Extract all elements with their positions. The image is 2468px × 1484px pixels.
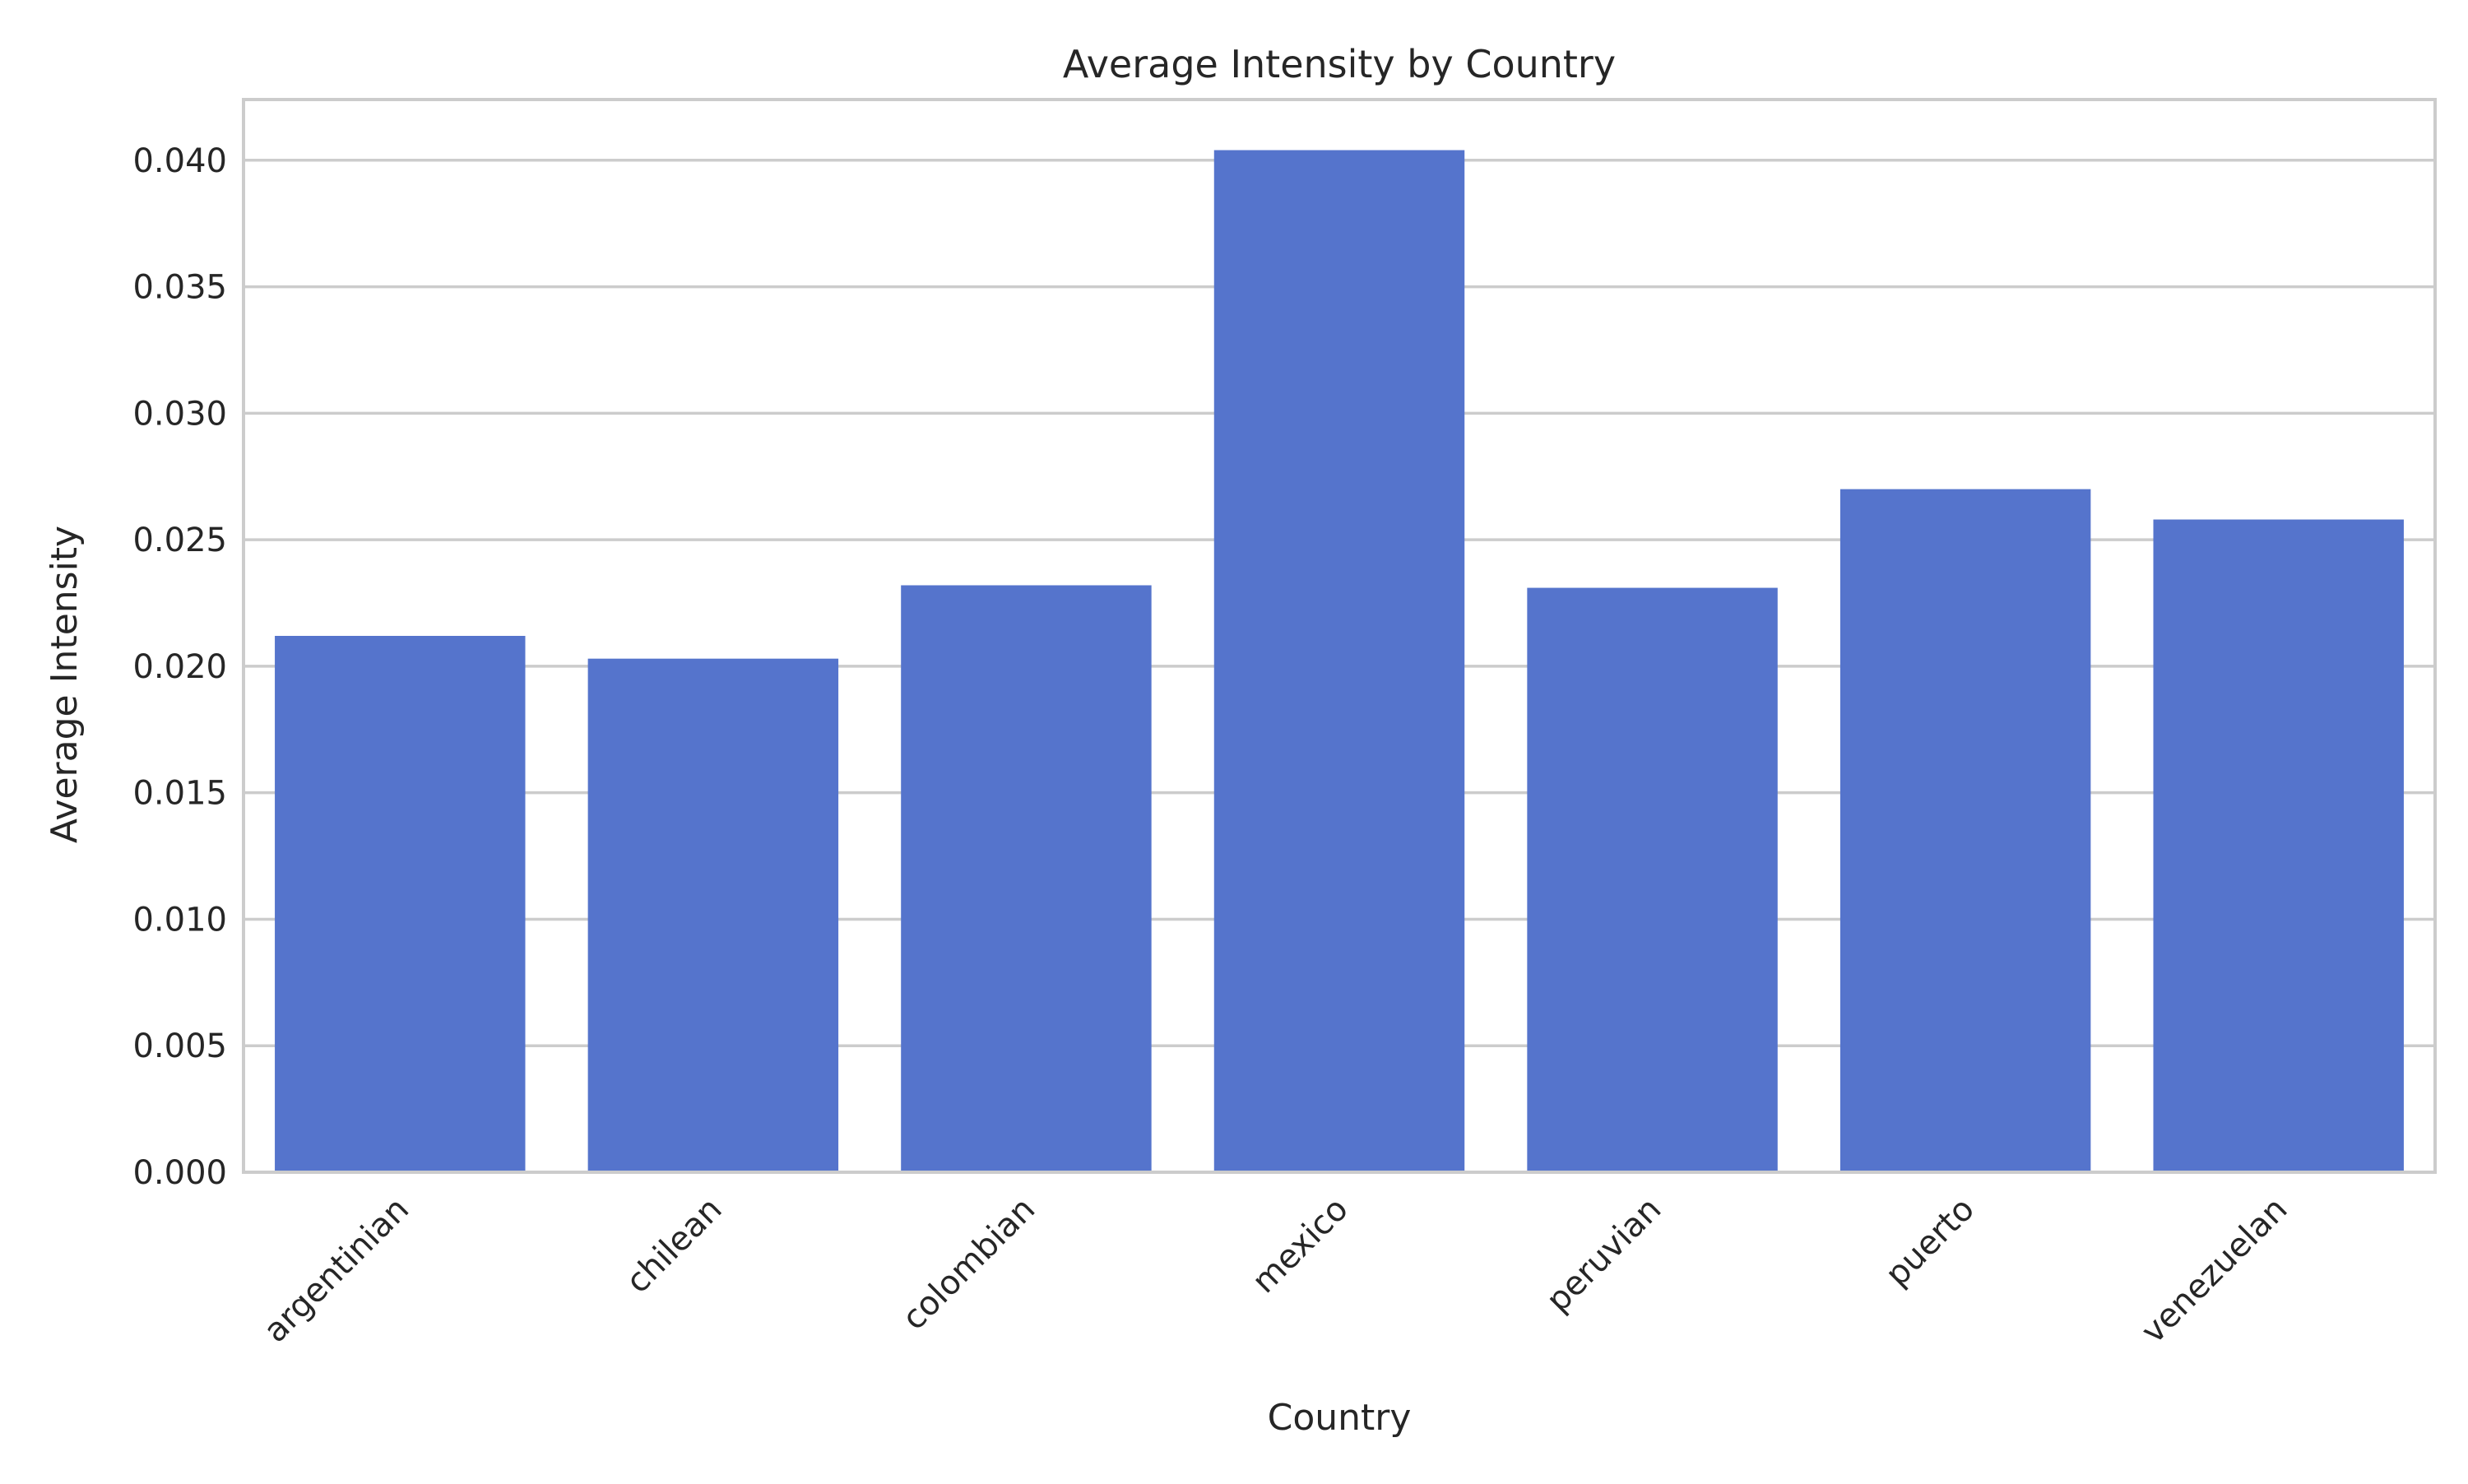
y-tick-label: 0.030 [132,395,227,433]
y-tick-label: 0.040 [132,142,227,180]
x-tick-labels: argentinian chilean colombian mexico peruvia… [257,1190,2295,1351]
x-tick-label-puerto: puerto [1878,1190,1982,1294]
y-tick-label: 0.010 [132,901,227,939]
x-tick-label-chilean: chilean [619,1190,729,1301]
y-tick-label: 0.000 [132,1154,227,1192]
bar-argentinian [275,636,526,1172]
y-tick-label: 0.025 [132,522,227,559]
y-tick-labels: 0.000 0.005 0.010 0.015 0.020 0.025 0.030 0.035… [132,142,227,1192]
bar-colombian [901,585,1152,1172]
x-axis-title: Country [1268,1397,1412,1439]
y-tick-label: 0.005 [132,1027,227,1065]
x-tick-label-colombian: colombian [895,1190,1042,1338]
chart-title: Average Intensity by Country [1063,42,1616,86]
bars [275,150,2404,1173]
x-tick-label-peruvian: peruvian [1539,1190,1668,1319]
x-tick-label-venezuelan: venezuelan [2134,1190,2294,1351]
x-tick-label-argentinian: argentinian [257,1190,416,1350]
bar-mexico [1213,150,1465,1173]
plot-frame [242,98,2437,1174]
bar-peruvian [1527,587,1778,1172]
y-tick-label: 0.020 [132,648,227,686]
bar-puerto [1839,489,2091,1172]
x-tick-label-mexico: mexico [1245,1190,1355,1301]
y-tick-label: 0.035 [132,269,227,307]
y-tick-label: 0.015 [132,775,227,813]
bar-venezuelan [2153,519,2404,1172]
bar-chilean [587,658,839,1172]
y-axis-title: Average Intensity [44,526,86,843]
